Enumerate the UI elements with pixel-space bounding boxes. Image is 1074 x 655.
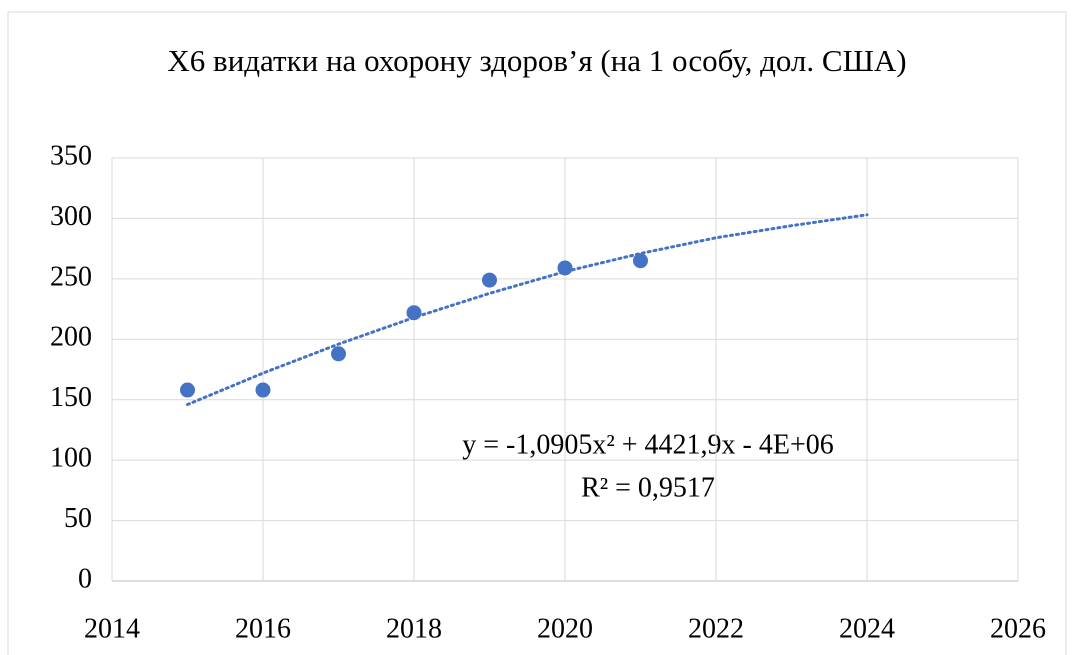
y-tick-label: 200: [50, 322, 92, 353]
x-tick-label: 2014: [84, 613, 140, 644]
point: [406, 305, 422, 321]
point: [180, 382, 195, 398]
y-tick-label: 100: [50, 443, 92, 474]
y-tick-label: 250: [50, 261, 92, 292]
chart-border: [7, 11, 1067, 655]
x-tick-label: 2020: [537, 613, 593, 644]
r-squared: R² = 0,9517: [581, 472, 715, 503]
equation: y = -1,0905x² + 4421,9x - 4E+06: [462, 429, 834, 460]
y-tick-label: 300: [50, 201, 92, 232]
y-tick-label: 50: [64, 503, 92, 534]
trendline: [186, 213, 869, 407]
x-tick-label: 2024: [839, 613, 895, 644]
y-tick-label: 150: [50, 382, 92, 413]
point: [633, 253, 648, 269]
y-tick-label: 0: [78, 563, 92, 594]
x-tick-label: 2018: [386, 613, 442, 644]
point: [557, 260, 573, 276]
x-tick-label: 2016: [235, 613, 291, 644]
x-tick-label: 2026: [990, 613, 1046, 644]
chart-title: X6 видатки на охорону здоров’я (на 1 осо…: [167, 43, 907, 78]
x-tick-label: 2022: [688, 613, 744, 644]
point: [331, 346, 346, 362]
point: [482, 272, 497, 288]
point: [255, 382, 271, 398]
y-tick-label: 350: [50, 140, 92, 171]
